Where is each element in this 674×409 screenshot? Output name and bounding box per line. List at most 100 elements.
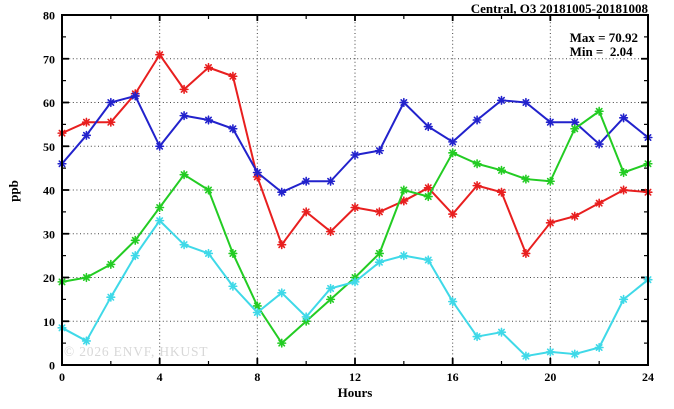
- y-tick-label: 30: [43, 227, 55, 241]
- marker-green: [546, 177, 554, 185]
- marker-blue: [351, 151, 359, 159]
- marker-blue: [595, 140, 603, 148]
- watermark: © 2026 ENVF, HKUST: [64, 344, 209, 359]
- marker-red: [400, 197, 408, 205]
- marker-green: [205, 186, 212, 194]
- marker-cyan: [131, 252, 139, 260]
- series-line-green: [61, 110, 649, 345]
- marker-green: [131, 236, 139, 244]
- marker-green: [253, 302, 261, 310]
- marker-cyan: [449, 298, 457, 306]
- marker-blue: [229, 125, 237, 133]
- marker-red: [327, 228, 335, 236]
- x-tick-label: 24: [642, 370, 654, 384]
- x-tick-label: 0: [59, 370, 65, 384]
- marker-blue: [571, 118, 579, 126]
- max-label: Max = 70.92: [569, 30, 638, 45]
- marker-cyan: [400, 252, 408, 260]
- marker-blue: [180, 112, 188, 120]
- x-tick-label: 12: [349, 370, 361, 384]
- marker-cyan: [302, 313, 310, 321]
- marker-blue: [375, 147, 383, 155]
- marker-green: [522, 175, 530, 183]
- marker-cyan: [522, 352, 530, 360]
- y-tick-label: 80: [43, 9, 55, 23]
- marker-cyan: [253, 308, 261, 317]
- marker-cyan: [156, 217, 164, 225]
- marker-red: [546, 219, 554, 227]
- marker-green: [375, 249, 383, 257]
- marker-red: [302, 208, 310, 216]
- marker-red: [449, 210, 457, 218]
- marker-red: [82, 118, 90, 126]
- y-tick-label: 0: [49, 359, 55, 373]
- min-label: Min = 2.04: [569, 44, 633, 59]
- y-tick-label: 50: [43, 140, 55, 154]
- plot-frame: [61, 14, 649, 366]
- x-tick-label: 16: [447, 370, 459, 384]
- marker-red: [620, 186, 628, 194]
- marker-cyan: [229, 282, 237, 290]
- marker-green: [156, 204, 164, 211]
- marker-cyan: [546, 348, 554, 356]
- marker-cyan: [82, 337, 90, 345]
- marker-cyan: [497, 328, 506, 336]
- y-tick-label: 70: [43, 52, 55, 66]
- marker-blue: [205, 116, 212, 124]
- marker-cyan: [180, 241, 188, 249]
- marker-red: [571, 212, 579, 220]
- x-tick-label: 20: [544, 370, 556, 384]
- marker-red: [351, 204, 359, 211]
- marker-cyan: [595, 343, 603, 352]
- marker-green: [400, 186, 408, 194]
- y-tick-label: 10: [43, 315, 55, 329]
- marker-blue: [473, 116, 481, 124]
- marker-green: [424, 193, 432, 201]
- marker-cyan: [620, 295, 628, 303]
- y-tick-label: 20: [43, 271, 55, 285]
- marker-blue: [400, 99, 408, 106]
- marker-blue: [278, 188, 286, 196]
- marker-red: [497, 188, 506, 196]
- x-axis-label: Hours: [337, 385, 373, 400]
- marker-cyan: [571, 350, 579, 358]
- marker-blue: [156, 142, 164, 150]
- marker-blue: [620, 114, 628, 122]
- marker-cyan: [424, 256, 432, 264]
- x-tick-label: 4: [157, 370, 163, 384]
- marker-green: [278, 339, 286, 347]
- marker-blue: [253, 169, 261, 176]
- marker-green: [82, 273, 90, 282]
- y-tick-label: 60: [43, 96, 55, 110]
- marker-blue: [449, 138, 457, 146]
- marker-cyan: [327, 284, 335, 292]
- marker-red: [107, 118, 115, 126]
- marker-red: [278, 241, 286, 249]
- marker-green: [229, 249, 237, 257]
- marker-cyan: [375, 258, 383, 266]
- marker-green: [180, 171, 188, 179]
- marker-green: [107, 260, 115, 268]
- marker-cyan: [278, 289, 286, 297]
- marker-blue: [82, 131, 90, 139]
- marker-cyan: [205, 249, 212, 257]
- marker-green: [620, 169, 628, 176]
- marker-blue: [522, 99, 530, 106]
- marker-green: [473, 160, 481, 168]
- marker-green: [571, 125, 579, 133]
- y-axis-label: ppb: [6, 180, 21, 202]
- marker-red: [156, 51, 164, 59]
- marker-red: [229, 72, 237, 80]
- marker-red: [205, 64, 212, 71]
- marker-red: [473, 182, 481, 190]
- marker-blue: [546, 118, 554, 126]
- marker-red: [595, 199, 603, 207]
- marker-green: [327, 295, 335, 303]
- marker-green: [595, 107, 603, 115]
- marker-green: [497, 166, 506, 174]
- marker-cyan: [351, 278, 359, 286]
- marker-blue: [327, 177, 335, 185]
- marker-blue: [131, 92, 139, 100]
- marker-cyan: [107, 293, 115, 301]
